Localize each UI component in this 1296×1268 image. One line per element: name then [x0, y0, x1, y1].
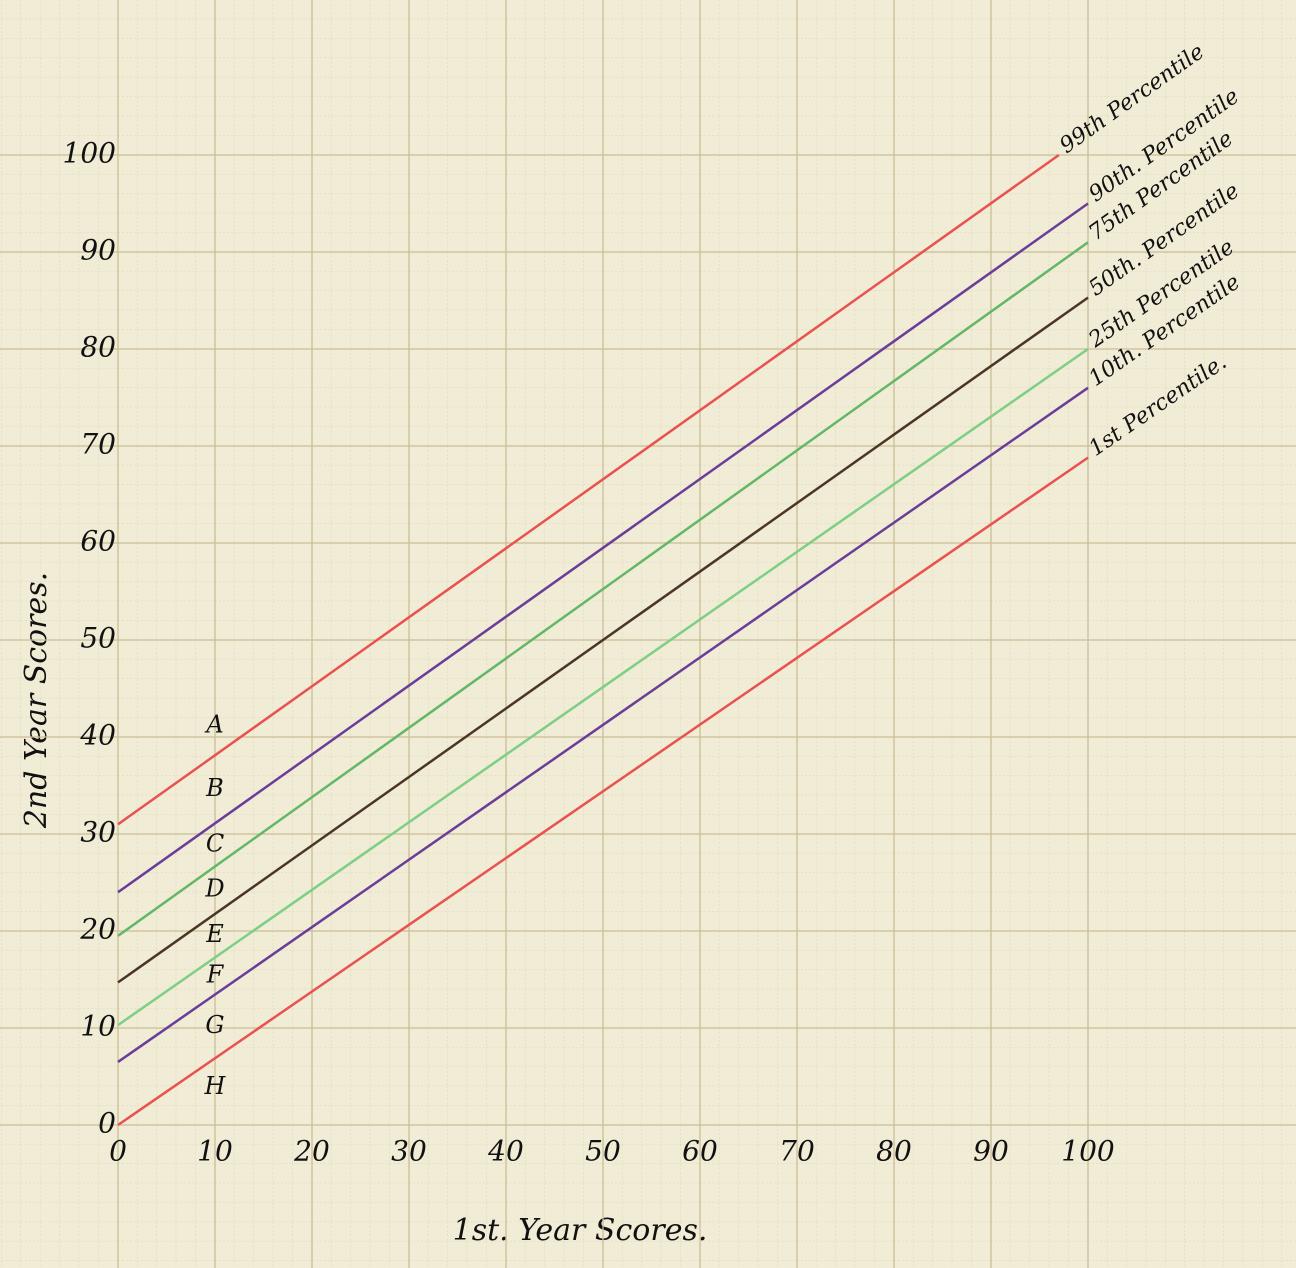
line-letter: A	[204, 711, 223, 739]
y-tick-label: 50	[80, 622, 116, 655]
line-letter: C	[206, 829, 224, 857]
y-tick-label: 100	[63, 137, 116, 170]
chart: 1st. Year Scores. 2nd Year Scores. 0 10 20…	[0, 0, 1296, 1268]
line-letter: H	[204, 1072, 227, 1100]
y-tick-label: 80	[80, 331, 116, 364]
x-tick-label: 80	[876, 1135, 912, 1168]
line-letter: F	[206, 961, 225, 989]
x-tick-label: 30	[391, 1135, 427, 1168]
x-tick-label: 90	[973, 1135, 1009, 1168]
line-letter: B	[205, 774, 224, 802]
y-tick-label: 70	[80, 428, 116, 461]
y-tick-label: 10	[80, 1010, 116, 1043]
y-tick-label: 90	[80, 234, 116, 267]
x-tick-label: 20	[293, 1135, 330, 1168]
x-tick-label: 60	[682, 1135, 718, 1168]
x-tick-label: 50	[585, 1135, 621, 1168]
y-tick-label: 20	[79, 913, 116, 946]
y-tick-label: 60	[80, 525, 116, 558]
line-letter: D	[204, 875, 224, 903]
y-tick-label: 0	[98, 1107, 116, 1140]
y-tick-label: 30	[80, 816, 116, 849]
page: 1st. Year Scores. 2nd Year Scores. 0 10 20…	[0, 0, 1296, 1268]
x-tick-label: 70	[779, 1135, 815, 1168]
y-tick-label: 40	[79, 719, 116, 752]
x-axis-label: 1st. Year Scores.	[453, 1213, 708, 1248]
line-letter: G	[205, 1011, 224, 1039]
line-letter: E	[205, 920, 224, 948]
x-tick-label: 100	[1061, 1135, 1114, 1168]
y-axis-label: 2nd Year Scores.	[19, 572, 54, 829]
x-tick-label: 10	[197, 1135, 233, 1168]
x-tick-label: 40	[487, 1135, 524, 1168]
